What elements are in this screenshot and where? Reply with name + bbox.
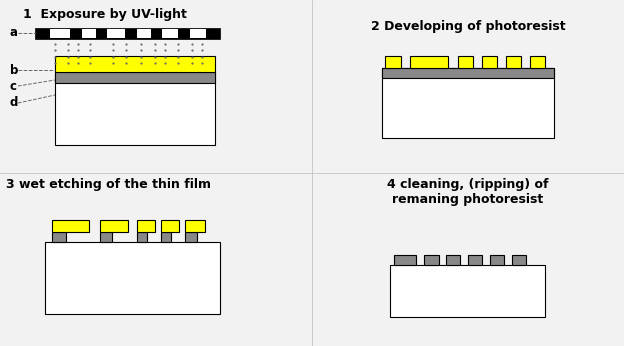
Bar xyxy=(82,29,96,38)
Bar xyxy=(468,255,482,265)
Bar xyxy=(482,56,497,68)
Bar xyxy=(50,29,70,38)
Bar xyxy=(390,265,545,317)
Bar xyxy=(137,232,147,242)
Bar xyxy=(52,232,66,242)
Bar xyxy=(161,232,171,242)
Bar xyxy=(382,68,554,78)
Bar xyxy=(52,220,89,232)
Text: c: c xyxy=(10,80,17,92)
Bar xyxy=(45,242,220,314)
Bar xyxy=(410,56,448,68)
Bar xyxy=(382,68,554,138)
Text: b: b xyxy=(10,64,18,76)
Bar xyxy=(512,255,526,265)
Bar xyxy=(185,232,197,242)
Bar xyxy=(424,255,439,265)
Bar xyxy=(137,220,155,232)
Bar xyxy=(35,28,220,39)
Bar xyxy=(162,29,178,38)
Bar xyxy=(161,220,179,232)
Text: 2 Developing of photoresist: 2 Developing of photoresist xyxy=(371,20,565,33)
Bar xyxy=(107,29,125,38)
Bar xyxy=(490,255,504,265)
Text: 3 wet etching of the thin film: 3 wet etching of the thin film xyxy=(6,178,210,191)
Bar xyxy=(458,56,473,68)
Bar xyxy=(446,255,460,265)
Bar xyxy=(506,56,521,68)
Bar xyxy=(190,29,206,38)
Bar xyxy=(137,29,151,38)
Bar xyxy=(100,232,112,242)
Text: 1  Exposure by UV-light: 1 Exposure by UV-light xyxy=(23,8,187,21)
Bar xyxy=(55,72,215,145)
Bar xyxy=(394,255,416,265)
Bar xyxy=(385,56,401,68)
Bar xyxy=(185,220,205,232)
Bar xyxy=(55,56,215,72)
Text: 4 cleaning, (ripping) of
remaning photoresist: 4 cleaning, (ripping) of remaning photor… xyxy=(388,178,548,206)
Text: d: d xyxy=(10,97,18,109)
Bar xyxy=(530,56,545,68)
Text: a: a xyxy=(10,27,18,39)
Bar xyxy=(100,220,128,232)
Bar xyxy=(55,72,215,83)
